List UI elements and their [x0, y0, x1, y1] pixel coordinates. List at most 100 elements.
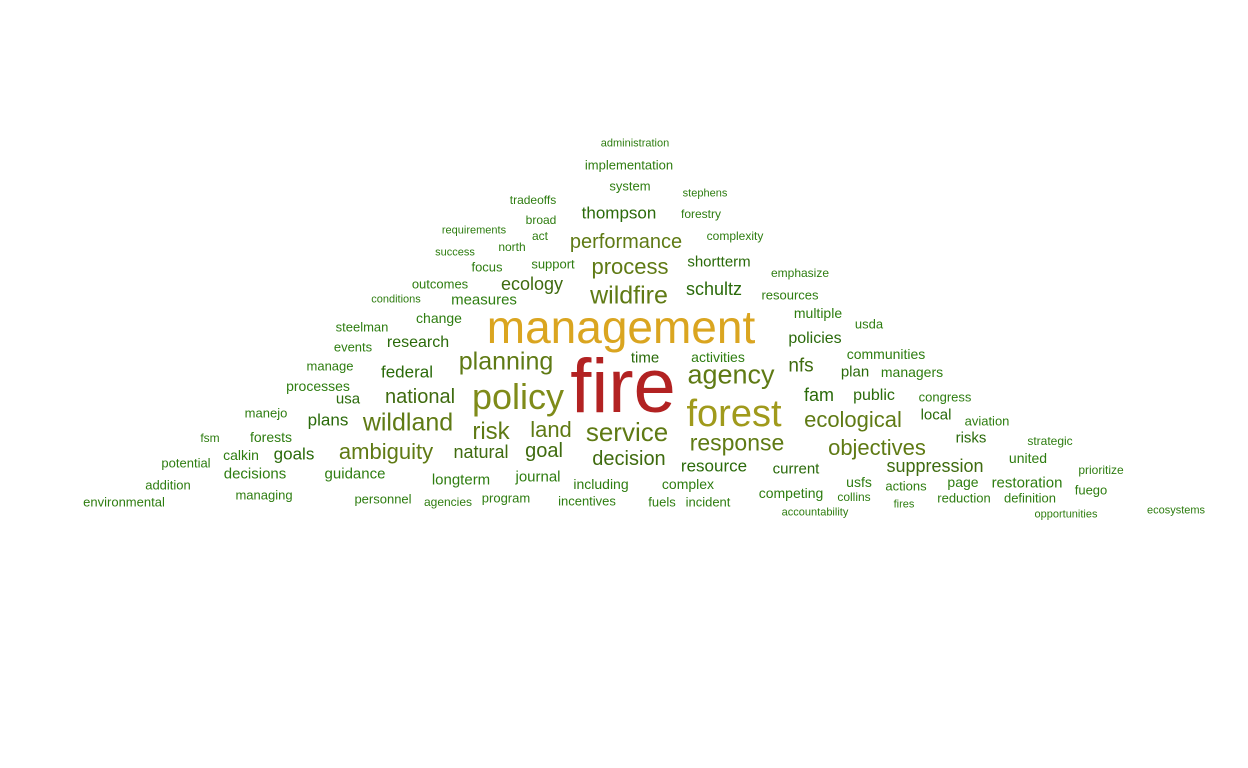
word: planning [458, 347, 554, 376]
word: potential [161, 455, 211, 471]
word: service [585, 417, 669, 447]
word: goal [525, 440, 563, 462]
word: page [947, 474, 979, 490]
word: federal [381, 362, 433, 382]
word: risks [955, 429, 987, 447]
word: decision [592, 448, 666, 470]
word: fuels [648, 494, 676, 510]
word: change [416, 310, 462, 326]
word: forest [686, 393, 782, 435]
word: conditions [371, 293, 421, 306]
word: focus [471, 259, 503, 275]
word: competing [758, 485, 824, 501]
word: prioritize [1078, 463, 1124, 477]
word: schultz [685, 279, 743, 299]
word: wildfire [590, 281, 668, 310]
word: broad [525, 213, 557, 227]
word: steelman [335, 319, 389, 335]
word: complexity [706, 229, 764, 243]
word: united [1008, 450, 1048, 466]
word: multiple [793, 305, 843, 321]
word: success [435, 246, 475, 259]
word: resource [680, 456, 748, 476]
word: suppression [886, 456, 984, 476]
word: communities [846, 346, 926, 362]
word: agency [687, 359, 775, 390]
word: wildland [362, 408, 454, 437]
word: reduction [937, 490, 991, 506]
word: environmental [83, 494, 165, 510]
word: time [630, 349, 660, 367]
word: accountability [781, 506, 849, 519]
word: local [920, 406, 952, 424]
word: measures [451, 291, 517, 309]
word: policies [788, 330, 842, 347]
word: risk [472, 418, 510, 445]
word: nfs [788, 355, 814, 377]
word: longterm [431, 471, 491, 489]
word: aviation [964, 413, 1010, 429]
word: shortterm [687, 253, 751, 271]
word: research [386, 334, 450, 351]
word: administration [600, 137, 670, 150]
word: journal [515, 468, 561, 486]
word: current [772, 460, 820, 478]
word: performance [569, 231, 683, 253]
word: manage [306, 358, 354, 374]
word: processes [286, 378, 350, 394]
word: plan [840, 363, 870, 381]
word: natural [453, 442, 509, 462]
word: act [531, 229, 549, 243]
word: including [573, 476, 629, 492]
word: activities [691, 349, 745, 365]
word: tradeoffs [509, 193, 557, 207]
word: response [689, 429, 785, 456]
word: fire [570, 344, 676, 429]
word: forests [249, 429, 293, 445]
word: actions [885, 478, 927, 494]
word: personnel [354, 491, 412, 507]
word: agencies [423, 495, 473, 509]
word: objectives [828, 435, 926, 460]
word: managers [880, 364, 944, 380]
word: definition [1003, 490, 1057, 506]
word: outcomes [411, 276, 469, 292]
word: calkin [223, 447, 259, 463]
word: fires [893, 498, 915, 511]
word: north [498, 240, 526, 254]
word: usda [854, 316, 884, 332]
word: collins [837, 490, 871, 504]
word: goals [273, 444, 315, 464]
word: ecological [804, 407, 902, 432]
word: public [853, 387, 895, 404]
word: ecology [500, 274, 564, 294]
word: emphasize [770, 266, 830, 280]
word: incident [685, 494, 731, 510]
word: manejo [244, 405, 288, 421]
word: opportunities [1034, 508, 1098, 521]
word: national [384, 386, 456, 408]
word: fam [803, 385, 835, 405]
word: strategic [1027, 434, 1073, 448]
word: ambiguity [338, 439, 434, 464]
word: usa [335, 390, 361, 408]
word: events [333, 339, 373, 355]
word: plans [307, 410, 349, 430]
word: guidance [324, 465, 386, 483]
word: management [486, 301, 756, 353]
word: managing [235, 487, 293, 503]
word: congress [918, 389, 972, 405]
word: fsm [200, 431, 220, 445]
word: support [531, 256, 575, 272]
word: usfs [846, 474, 872, 490]
word: addition [145, 477, 191, 493]
word: thompson [581, 203, 657, 223]
word: restoration [991, 474, 1063, 492]
word: land [530, 417, 572, 442]
word: system [609, 178, 651, 194]
word: requirements [441, 224, 507, 237]
word: resources [761, 287, 819, 303]
word: complex [661, 476, 715, 492]
word: ecosystems [1146, 504, 1206, 517]
